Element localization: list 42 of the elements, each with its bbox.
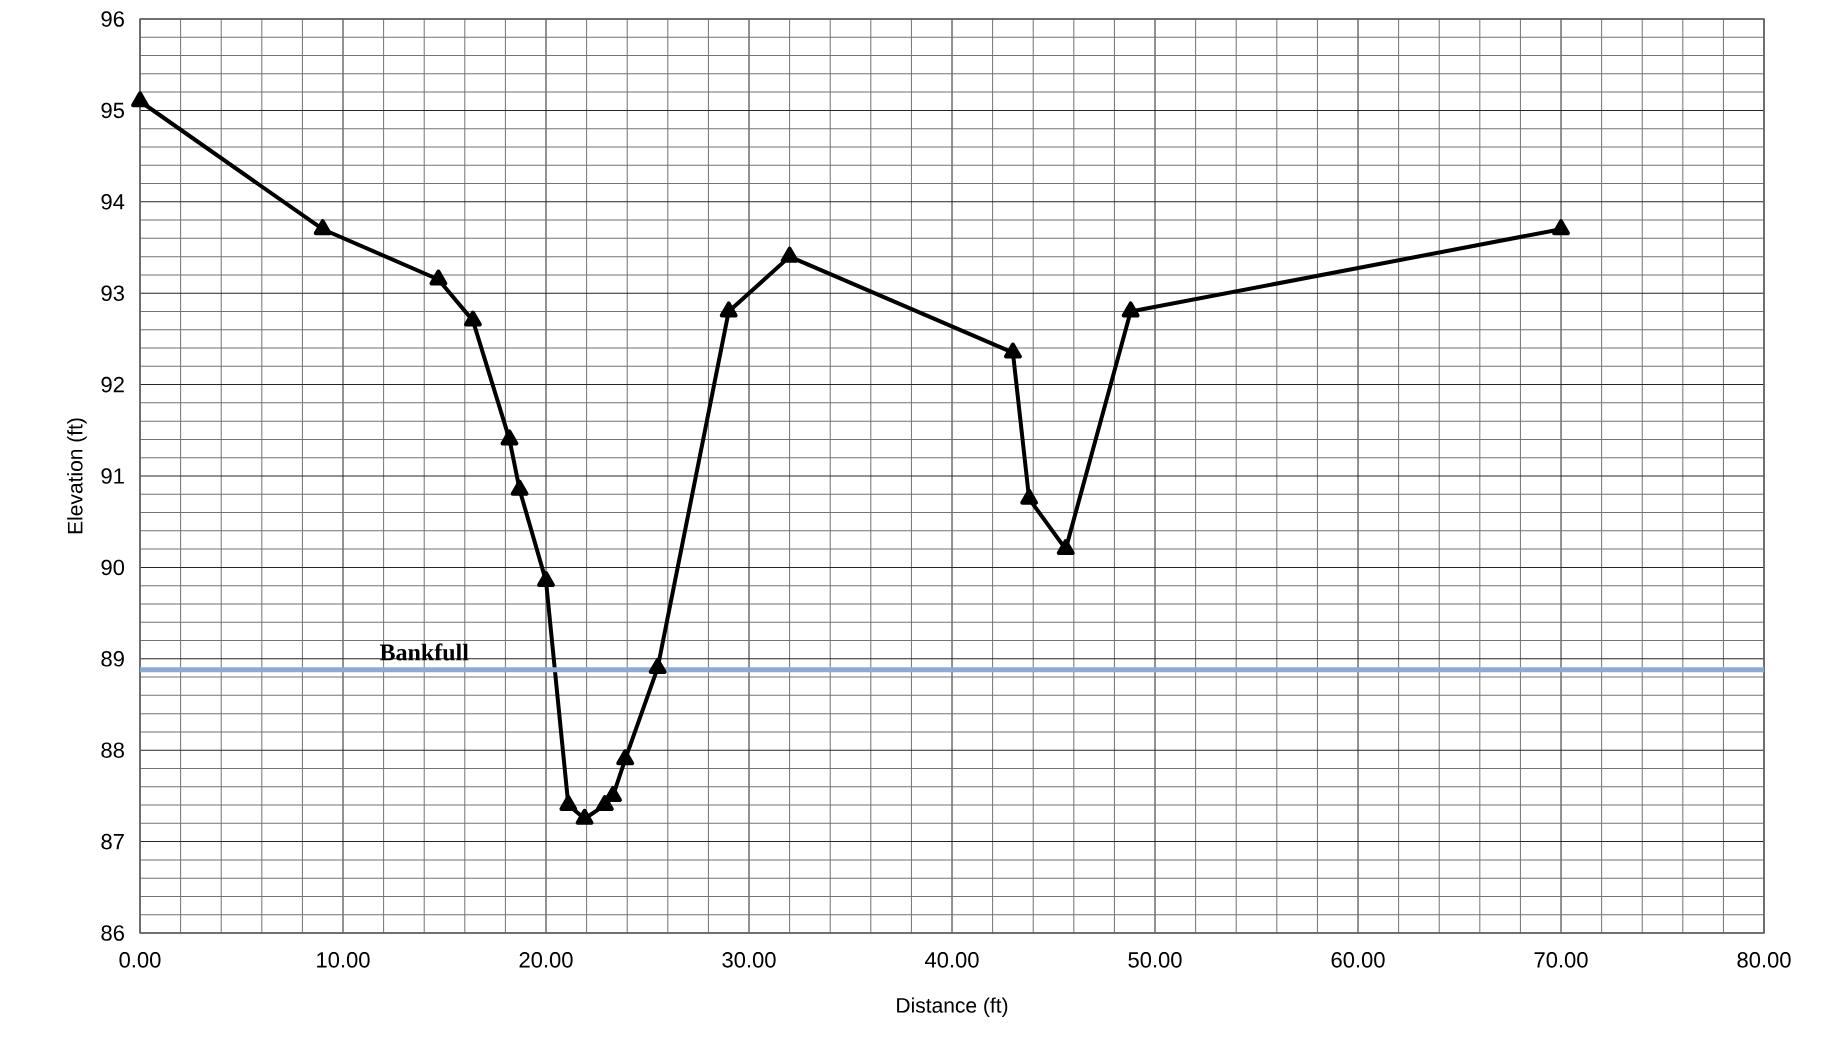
point	[1552, 219, 1570, 236]
x-tick-label: 20.00	[519, 952, 573, 968]
point	[604, 785, 622, 802]
y-tick-label: 94	[101, 194, 125, 210]
point	[464, 310, 482, 327]
point	[1003, 342, 1022, 359]
x-tick-label: 40.00	[924, 952, 979, 968]
x-tick-label: 80.00	[1737, 952, 1791, 968]
x-axis-title: Distance (ft)	[897, 997, 1008, 1017]
y-tick-label: 86	[101, 925, 124, 941]
point	[500, 429, 519, 446]
point	[1121, 301, 1140, 318]
point	[575, 808, 594, 825]
x-tick-label: 50.00	[1128, 952, 1182, 968]
ref-line-label: Bankfull	[379, 643, 469, 661]
point	[1056, 539, 1075, 556]
point	[429, 269, 448, 286]
point	[559, 795, 578, 812]
point	[719, 301, 738, 318]
point	[1020, 488, 1039, 505]
y-tick-label: 88	[101, 742, 124, 758]
y-tick-label: 96	[101, 11, 124, 27]
y-axis-title: Elevation (ft)	[67, 418, 87, 534]
point	[313, 219, 332, 236]
point	[648, 657, 667, 674]
y-tick-label: 91	[101, 468, 124, 484]
point	[510, 479, 529, 496]
y-tick-label: 95	[101, 102, 124, 119]
x-tick-label: 60.00	[1331, 952, 1385, 968]
point	[537, 571, 555, 588]
x-tick-label: 0.00	[119, 952, 161, 968]
y-tick-label: 92	[101, 376, 124, 393]
y-tick-label: 89	[101, 651, 124, 667]
x-tick-label: 10.00	[317, 952, 370, 968]
point	[131, 91, 149, 108]
point	[780, 246, 799, 263]
y-tick-label: 90	[101, 559, 125, 576]
x-tick-label: 30.00	[722, 952, 776, 968]
point	[616, 749, 635, 766]
y-tick-label: 93	[101, 285, 124, 301]
x-tick-label: 70.00	[1534, 952, 1588, 968]
y-tick-label: 87	[101, 833, 124, 850]
